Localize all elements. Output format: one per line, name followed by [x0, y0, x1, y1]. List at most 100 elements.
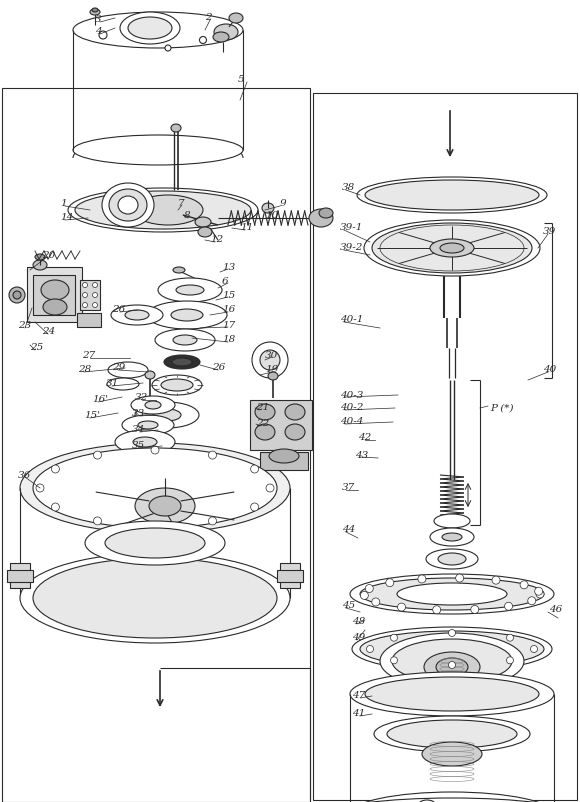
Ellipse shape — [269, 449, 299, 463]
Ellipse shape — [92, 8, 98, 12]
Circle shape — [208, 451, 216, 459]
Circle shape — [165, 45, 171, 51]
Ellipse shape — [392, 639, 512, 683]
Ellipse shape — [438, 553, 466, 565]
Circle shape — [151, 446, 159, 454]
Ellipse shape — [440, 243, 464, 253]
Ellipse shape — [155, 329, 215, 351]
Ellipse shape — [90, 9, 100, 15]
Text: 10: 10 — [265, 212, 278, 221]
Circle shape — [360, 591, 368, 599]
Text: 14: 14 — [60, 213, 73, 222]
Text: 8: 8 — [184, 212, 191, 221]
Circle shape — [397, 603, 405, 611]
Ellipse shape — [107, 378, 139, 390]
Ellipse shape — [147, 301, 227, 329]
Ellipse shape — [268, 372, 278, 380]
Text: 46: 46 — [549, 606, 562, 614]
Ellipse shape — [108, 362, 148, 378]
Circle shape — [13, 291, 21, 299]
Bar — [7, 570, 33, 582]
Circle shape — [266, 484, 274, 492]
Ellipse shape — [387, 720, 517, 748]
Circle shape — [208, 517, 216, 525]
Ellipse shape — [422, 742, 482, 766]
Text: 3: 3 — [95, 15, 102, 25]
Circle shape — [386, 579, 394, 587]
Circle shape — [505, 602, 513, 610]
Text: 40-3: 40-3 — [340, 391, 364, 399]
Text: 16': 16' — [92, 395, 108, 404]
Text: 33: 33 — [132, 410, 145, 419]
Ellipse shape — [424, 652, 480, 682]
Ellipse shape — [255, 404, 275, 420]
Ellipse shape — [111, 305, 163, 325]
Ellipse shape — [285, 404, 305, 420]
Circle shape — [535, 587, 543, 595]
Text: 34: 34 — [132, 426, 145, 435]
Text: 4: 4 — [95, 27, 102, 37]
Ellipse shape — [133, 195, 203, 225]
Ellipse shape — [118, 196, 138, 214]
Ellipse shape — [161, 379, 193, 391]
Ellipse shape — [164, 355, 200, 369]
Ellipse shape — [365, 677, 539, 711]
Ellipse shape — [229, 13, 243, 23]
Ellipse shape — [148, 481, 164, 489]
Ellipse shape — [117, 451, 189, 479]
Ellipse shape — [73, 135, 243, 165]
Ellipse shape — [442, 533, 462, 541]
Circle shape — [471, 606, 478, 614]
Ellipse shape — [171, 309, 203, 321]
Ellipse shape — [158, 278, 222, 302]
Text: 2: 2 — [205, 14, 212, 22]
Ellipse shape — [139, 459, 167, 471]
Text: 6: 6 — [222, 277, 229, 286]
Circle shape — [506, 657, 513, 664]
Circle shape — [82, 293, 88, 298]
Text: 27: 27 — [82, 351, 95, 361]
Ellipse shape — [136, 477, 176, 493]
Ellipse shape — [397, 583, 507, 605]
Ellipse shape — [214, 24, 238, 40]
Ellipse shape — [365, 180, 539, 210]
Ellipse shape — [436, 658, 468, 676]
Ellipse shape — [146, 508, 174, 518]
Text: 47: 47 — [352, 691, 365, 700]
Circle shape — [93, 517, 101, 525]
Text: 42: 42 — [358, 434, 371, 443]
Ellipse shape — [332, 798, 572, 802]
Ellipse shape — [319, 208, 333, 218]
Circle shape — [520, 581, 528, 589]
Text: 12: 12 — [210, 236, 223, 245]
Text: 19: 19 — [265, 366, 278, 375]
Ellipse shape — [33, 558, 277, 638]
Ellipse shape — [133, 437, 157, 447]
Text: 49: 49 — [352, 634, 365, 642]
Text: 39-1: 39-1 — [340, 224, 364, 233]
Circle shape — [251, 465, 259, 473]
Ellipse shape — [198, 227, 212, 237]
Ellipse shape — [33, 448, 277, 528]
Circle shape — [531, 646, 538, 653]
Text: 40-1: 40-1 — [340, 315, 364, 325]
Ellipse shape — [20, 553, 290, 643]
Circle shape — [506, 634, 513, 641]
Ellipse shape — [350, 792, 554, 802]
Ellipse shape — [115, 430, 175, 454]
Ellipse shape — [360, 578, 544, 610]
Circle shape — [93, 451, 101, 459]
Text: 16: 16 — [222, 306, 235, 314]
Circle shape — [528, 597, 536, 605]
Circle shape — [433, 606, 441, 614]
Ellipse shape — [372, 223, 532, 273]
Text: 36: 36 — [18, 471, 31, 480]
Text: 45: 45 — [342, 602, 355, 610]
Ellipse shape — [173, 335, 197, 345]
Bar — [80, 280, 100, 310]
Circle shape — [536, 590, 544, 598]
Text: 20: 20 — [42, 250, 55, 260]
Text: 5: 5 — [238, 75, 245, 84]
Bar — [260, 452, 308, 470]
Text: 29: 29 — [112, 363, 125, 372]
